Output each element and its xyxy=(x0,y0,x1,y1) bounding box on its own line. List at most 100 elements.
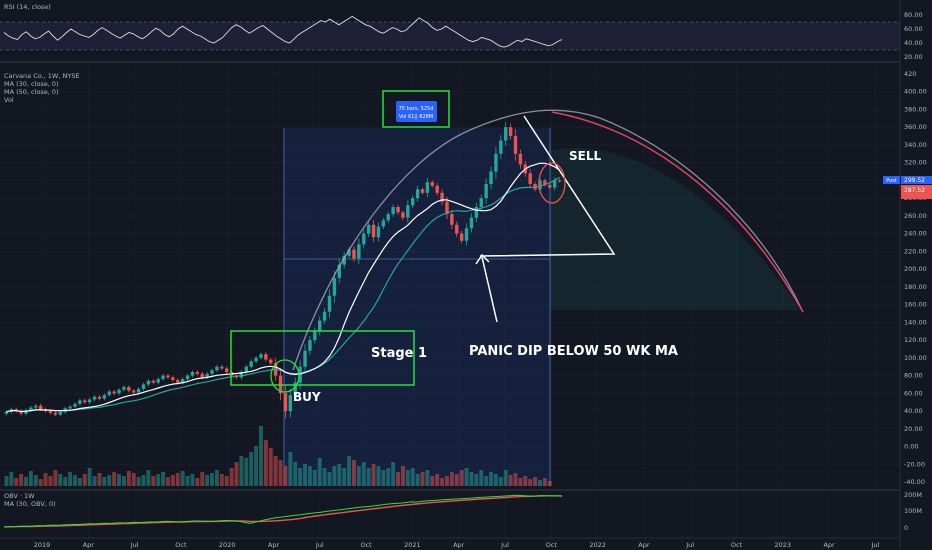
time-tick-label: Jul xyxy=(500,541,509,549)
volume-bar xyxy=(126,471,131,486)
candle-body xyxy=(362,233,366,245)
post-label: Post xyxy=(886,178,897,184)
candle-body xyxy=(136,388,141,393)
candle-body xyxy=(180,379,185,383)
price-tick-label: 420 xyxy=(904,70,916,78)
rsi-band xyxy=(0,22,900,50)
price-tick-label: 320.00 xyxy=(904,159,927,167)
candle-body xyxy=(548,184,552,188)
ma50-legend: MA (50, close, 0) xyxy=(4,88,59,96)
candle-body xyxy=(347,249,351,256)
volume-bar xyxy=(229,468,234,486)
price-tick-label: 240.00 xyxy=(904,230,927,238)
candle-body xyxy=(308,340,312,351)
rsi-tick-label: 40.00 xyxy=(904,39,923,47)
volume-bar xyxy=(449,472,454,486)
arc-drawing-left xyxy=(292,109,804,371)
candle-body xyxy=(259,354,263,358)
volume-bar xyxy=(185,476,190,486)
range-info-volume: Vol 61|| 828M xyxy=(399,114,433,120)
candle-body xyxy=(19,411,23,414)
volume-bar xyxy=(97,473,102,486)
candle-body xyxy=(322,311,327,321)
candle-body xyxy=(29,407,33,411)
time-tick-label: 2023 xyxy=(775,541,792,549)
candle-body xyxy=(288,395,293,412)
stage1-label: Stage 1 xyxy=(371,346,427,361)
volume-bar xyxy=(58,474,63,486)
volume-bar xyxy=(454,474,459,486)
volume-bar xyxy=(175,473,180,486)
projection-area xyxy=(550,147,800,310)
candle-body xyxy=(249,361,253,367)
date-range-highlight xyxy=(284,128,550,486)
candle-body xyxy=(244,366,249,373)
candle-body xyxy=(83,400,87,403)
candle-body xyxy=(352,249,356,259)
candle-body xyxy=(298,366,302,383)
volume-bar xyxy=(435,474,440,486)
candle-body xyxy=(391,207,395,215)
price-tick-label: -20.00 xyxy=(904,460,925,468)
volume-bar xyxy=(288,452,293,486)
candle-body xyxy=(366,224,371,234)
time-tick-label: Oct xyxy=(731,541,743,549)
volume-bar xyxy=(254,446,259,486)
candle-body xyxy=(151,380,156,383)
volume-bar xyxy=(131,473,136,486)
candle-body xyxy=(313,331,317,341)
volume-bar xyxy=(77,478,82,486)
volume-bar xyxy=(518,478,523,486)
obv-legend: OBV · 1W xyxy=(4,492,35,500)
candle-body xyxy=(503,127,508,141)
candle-body xyxy=(195,372,200,374)
volume-bar xyxy=(479,470,484,486)
candle-body xyxy=(53,412,58,415)
range-info-label xyxy=(396,101,437,122)
volume-bar xyxy=(508,475,513,486)
candle-body xyxy=(102,395,107,399)
price-tick-label: 140.00 xyxy=(904,318,927,326)
grid-lines xyxy=(0,62,900,538)
candle-body xyxy=(415,189,420,199)
volume-bar xyxy=(342,468,347,486)
obv-tick-label: 100M xyxy=(904,507,922,515)
candle-body xyxy=(190,372,195,376)
price-tick-label: 200.00 xyxy=(904,265,927,273)
candle-body xyxy=(381,220,386,227)
volume-bar xyxy=(366,468,371,486)
candle-body xyxy=(474,207,479,218)
candle-body xyxy=(557,180,562,182)
volume-bar xyxy=(312,470,317,486)
obv-ma-line xyxy=(3,495,562,528)
volume-bar xyxy=(298,468,303,486)
candle-body xyxy=(508,127,513,137)
volume-bar xyxy=(87,468,92,486)
price-tick-label: 360.00 xyxy=(904,123,927,131)
volume-bar xyxy=(214,470,219,486)
candle-body xyxy=(469,217,474,229)
price-tick-label: 180.00 xyxy=(904,283,927,291)
volume-bar xyxy=(376,466,381,486)
candle-body xyxy=(430,182,435,186)
candle-body xyxy=(4,411,9,414)
candle-body xyxy=(112,391,116,394)
price-tick-label: 160.00 xyxy=(904,301,927,309)
candle-body xyxy=(141,384,146,389)
volume-bar xyxy=(151,476,156,486)
volume-bar xyxy=(425,470,430,486)
volume-bar xyxy=(484,476,489,486)
candle-body xyxy=(87,399,92,403)
volume-bar xyxy=(317,458,322,486)
candle-body xyxy=(200,373,204,378)
candle-body xyxy=(420,189,425,193)
volume-bar xyxy=(268,448,273,486)
candle-body xyxy=(24,410,28,414)
candles xyxy=(4,121,562,419)
volume-bar xyxy=(538,480,542,486)
last-price-box xyxy=(901,185,932,199)
time-tick-label: Apr xyxy=(268,541,280,549)
volume-bar xyxy=(420,472,425,486)
candle-body xyxy=(371,224,376,238)
